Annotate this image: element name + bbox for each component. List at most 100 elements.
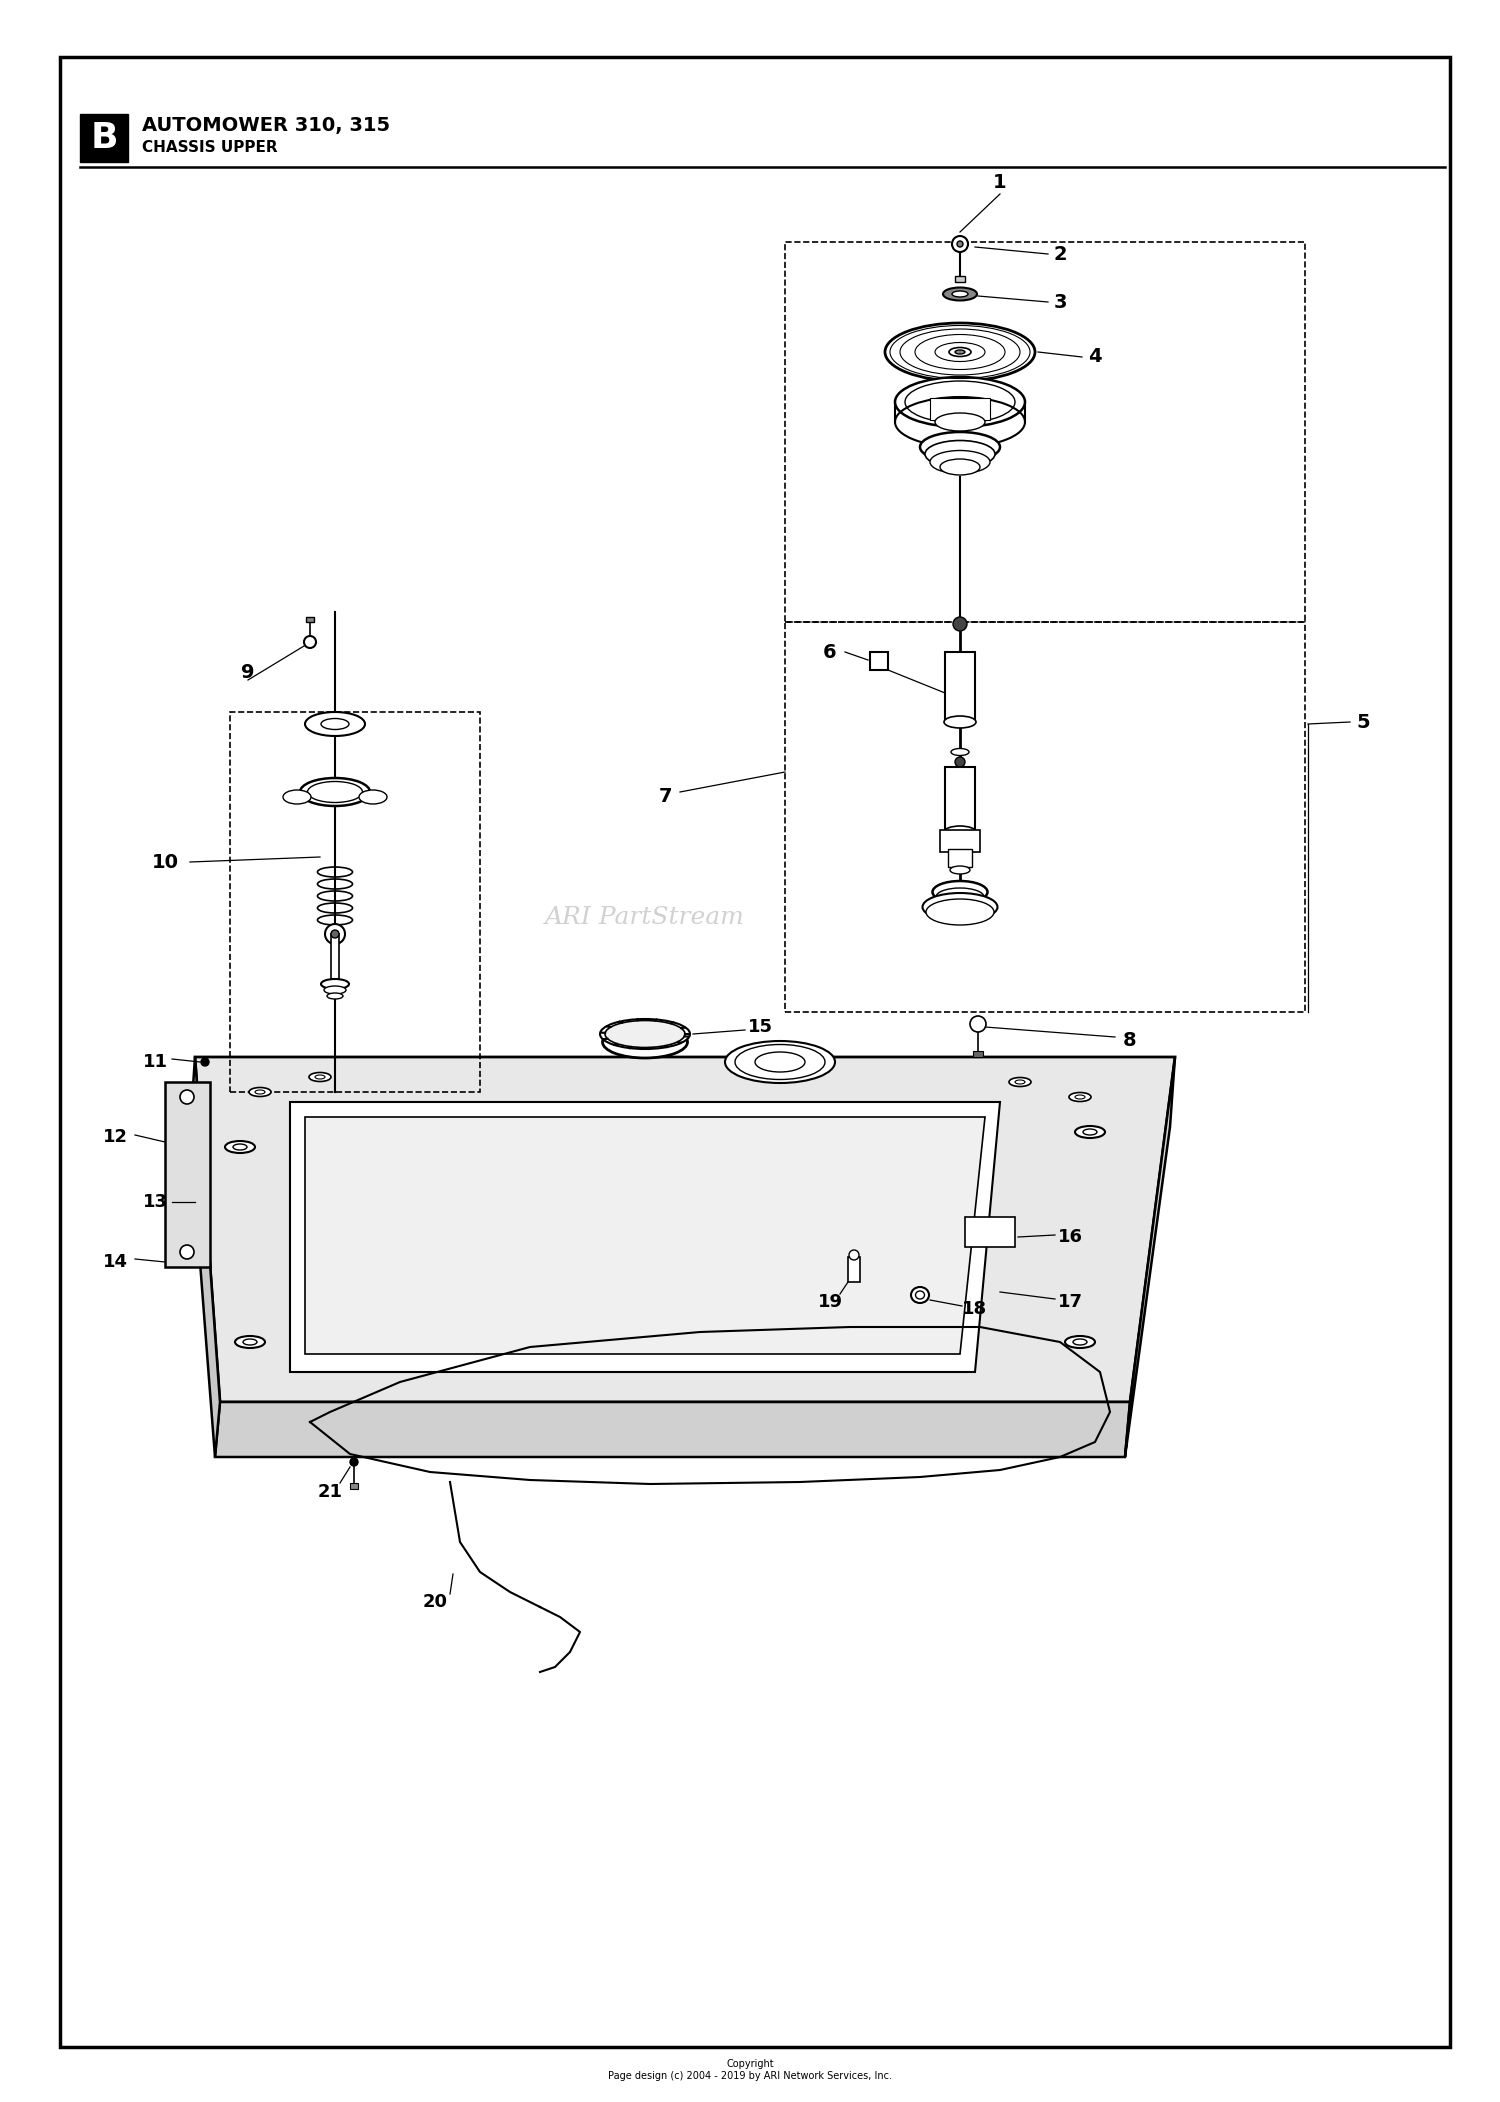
Ellipse shape	[321, 719, 350, 729]
Text: 12: 12	[102, 1129, 128, 1146]
Ellipse shape	[933, 881, 987, 904]
Ellipse shape	[300, 778, 370, 805]
Ellipse shape	[950, 866, 970, 874]
Ellipse shape	[255, 1091, 266, 1093]
Ellipse shape	[754, 1051, 806, 1072]
Bar	[948, 849, 972, 866]
Text: 3: 3	[1053, 292, 1066, 311]
Ellipse shape	[920, 433, 1001, 462]
Ellipse shape	[309, 1072, 332, 1083]
Text: 21: 21	[318, 1484, 342, 1501]
Text: 2: 2	[1053, 244, 1066, 263]
Text: 4: 4	[1088, 347, 1102, 366]
Text: 9: 9	[242, 662, 255, 681]
Text: AUTOMOWER 310, 315: AUTOMOWER 310, 315	[142, 116, 390, 135]
Ellipse shape	[910, 1286, 928, 1303]
Bar	[956, 275, 964, 282]
Ellipse shape	[930, 450, 990, 473]
Bar	[870, 652, 888, 671]
Circle shape	[956, 757, 964, 767]
Bar	[230, 713, 480, 1093]
Bar	[945, 767, 975, 832]
Ellipse shape	[944, 288, 976, 301]
Text: 8: 8	[1124, 1030, 1137, 1049]
Text: 19: 19	[818, 1293, 843, 1312]
Ellipse shape	[1070, 1093, 1090, 1101]
Ellipse shape	[1010, 1078, 1031, 1087]
Bar	[847, 1257, 859, 1282]
Ellipse shape	[1076, 1095, 1084, 1099]
Ellipse shape	[232, 1143, 248, 1150]
Circle shape	[332, 929, 339, 937]
Ellipse shape	[600, 1019, 690, 1049]
Bar	[332, 933, 339, 982]
Polygon shape	[1125, 1057, 1174, 1457]
Bar	[80, 114, 128, 162]
Ellipse shape	[284, 790, 310, 803]
Ellipse shape	[603, 1026, 687, 1057]
Ellipse shape	[735, 1045, 825, 1080]
Ellipse shape	[358, 790, 387, 803]
Bar	[306, 618, 314, 622]
Text: CHASSIS UPPER: CHASSIS UPPER	[142, 139, 278, 156]
Ellipse shape	[950, 347, 970, 357]
Bar	[940, 830, 980, 851]
Text: 5: 5	[1356, 713, 1370, 731]
Ellipse shape	[944, 826, 976, 839]
Ellipse shape	[926, 441, 994, 467]
Polygon shape	[195, 1057, 1174, 1402]
Ellipse shape	[327, 992, 344, 998]
Circle shape	[304, 637, 316, 647]
Text: 20: 20	[423, 1593, 447, 1610]
Ellipse shape	[1072, 1339, 1088, 1345]
Polygon shape	[190, 1057, 220, 1457]
Circle shape	[970, 1015, 986, 1032]
Circle shape	[952, 618, 968, 631]
Ellipse shape	[315, 1074, 326, 1078]
Ellipse shape	[225, 1141, 255, 1154]
Text: Copyright: Copyright	[726, 2060, 774, 2068]
Ellipse shape	[952, 290, 968, 296]
Polygon shape	[214, 1402, 1130, 1457]
Ellipse shape	[236, 1337, 266, 1347]
Ellipse shape	[936, 887, 984, 906]
Ellipse shape	[904, 380, 1016, 423]
Ellipse shape	[922, 893, 998, 921]
Ellipse shape	[915, 1291, 924, 1299]
Text: 13: 13	[142, 1194, 168, 1211]
Ellipse shape	[944, 717, 976, 727]
Circle shape	[201, 1057, 208, 1066]
Circle shape	[350, 1459, 358, 1465]
Circle shape	[849, 1251, 859, 1259]
Bar	[784, 622, 1305, 1011]
Bar	[350, 1484, 358, 1488]
Ellipse shape	[308, 782, 363, 803]
Ellipse shape	[885, 324, 1035, 380]
Ellipse shape	[934, 412, 986, 431]
Ellipse shape	[956, 351, 964, 353]
Ellipse shape	[1065, 1337, 1095, 1347]
Text: B: B	[90, 122, 117, 156]
Ellipse shape	[926, 900, 994, 925]
Text: 10: 10	[152, 853, 178, 872]
Text: 14: 14	[102, 1253, 128, 1272]
Circle shape	[180, 1244, 194, 1259]
Bar	[974, 1051, 982, 1057]
Ellipse shape	[604, 1019, 686, 1047]
Text: 1: 1	[993, 172, 1006, 191]
Text: 11: 11	[142, 1053, 168, 1072]
Ellipse shape	[321, 980, 350, 990]
Ellipse shape	[249, 1087, 272, 1097]
Polygon shape	[290, 1101, 1000, 1373]
Circle shape	[957, 242, 963, 248]
Text: 18: 18	[963, 1299, 987, 1318]
Text: Page design (c) 2004 - 2019 by ARI Network Services, Inc.: Page design (c) 2004 - 2019 by ARI Netwo…	[608, 2070, 892, 2081]
Ellipse shape	[243, 1339, 256, 1345]
Text: 7: 7	[658, 788, 672, 807]
Text: 16: 16	[1058, 1228, 1083, 1246]
Ellipse shape	[1083, 1129, 1096, 1135]
Circle shape	[180, 1091, 194, 1104]
Circle shape	[952, 235, 968, 252]
Circle shape	[326, 925, 345, 944]
Text: ARI PartStream: ARI PartStream	[544, 906, 746, 929]
